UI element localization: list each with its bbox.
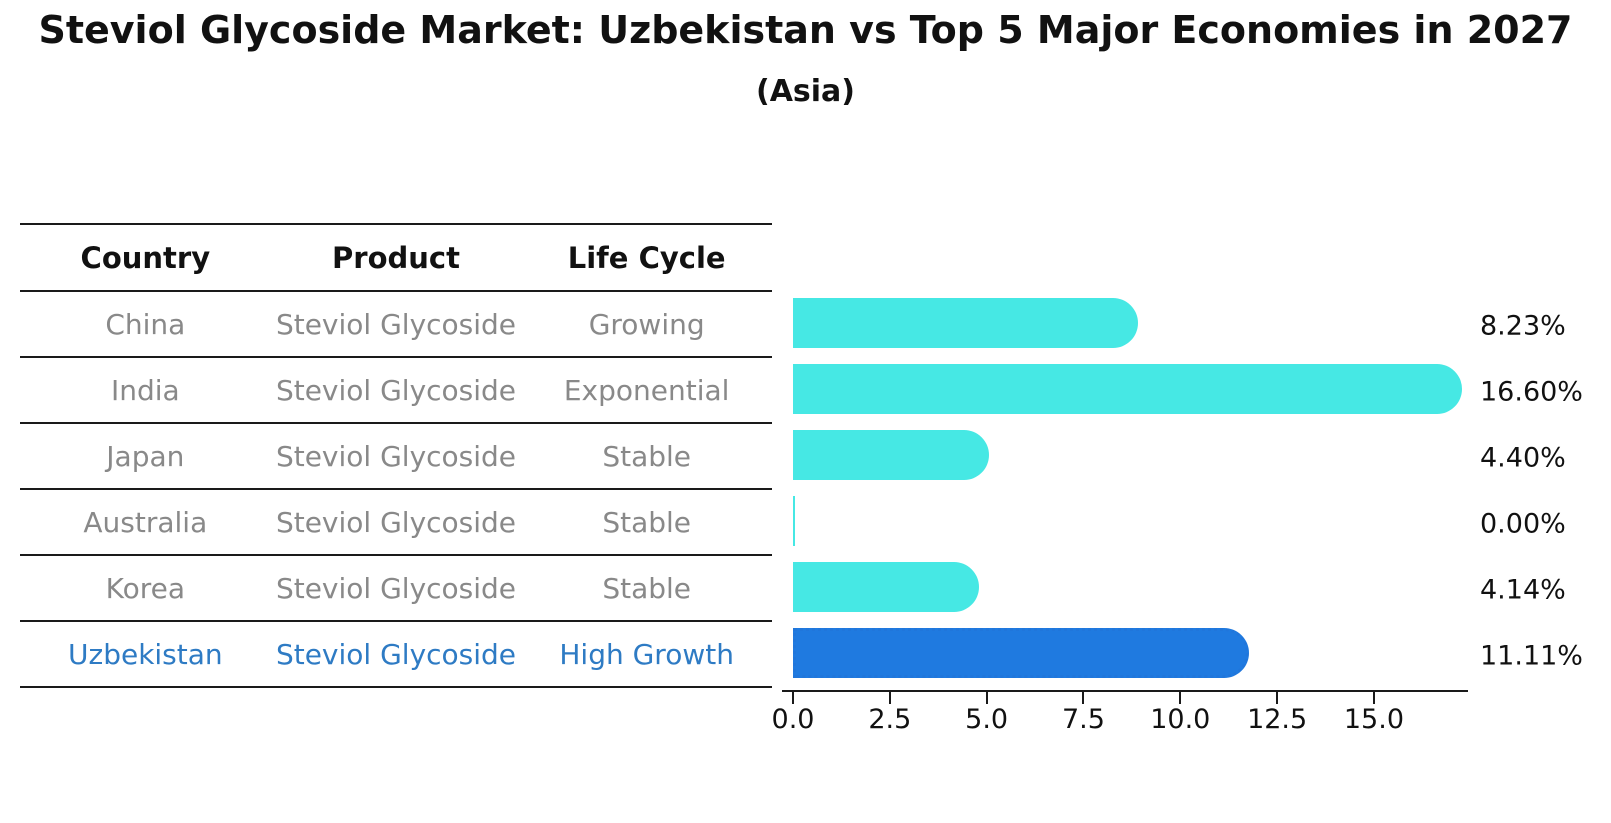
country-cell: Uzbekistan [68,637,223,671]
table-row: Uzbekistan Steviol Glycoside High Growth [20,622,772,688]
x-axis-tick-label: 5.0 [965,704,1009,735]
header-country: Country [80,240,211,275]
value-label-australia: 0.00% [1480,508,1566,540]
x-axis-tick [1276,692,1279,704]
country-table: Country Product Life Cycle China Steviol … [20,223,772,688]
x-axis-line [782,690,1468,692]
product-cell: Steviol Glycoside [275,571,517,605]
life-cycle-cell: Stable [602,439,692,473]
country-cell: Australia [83,505,208,539]
product-cell: Steviol Glycoside [275,307,517,341]
bar-japan [793,430,989,480]
x-axis-tick [1082,692,1085,704]
x-axis-tick-label: 0.0 [771,704,815,735]
table-header-row: Country Product Life Cycle [20,223,772,292]
bar-korea [793,562,979,612]
product-cell: Steviol Glycoside [275,373,517,407]
value-label-india: 16.60% [1480,376,1583,408]
bar-china [793,298,1138,348]
bar-india [793,364,1462,414]
life-cycle-cell: Exponential [563,373,730,407]
country-cell: China [105,307,186,341]
table-row: Japan Steviol Glycoside Stable [20,424,772,490]
x-axis-tick-label: 15.0 [1343,704,1404,735]
country-cell: Korea [105,571,186,605]
bar-australia [793,496,795,546]
life-cycle-cell: Growing [588,307,705,341]
country-cell: India [110,373,180,407]
x-axis-tick [1179,692,1182,704]
x-axis-tick [1372,692,1375,704]
header-product: Product [332,240,460,275]
x-axis-tick-label: 7.5 [1061,704,1105,735]
chart-subtitle: (Asia) [755,74,856,109]
product-cell: Steviol Glycoside [275,439,517,473]
bar-uzbekistan [793,628,1249,678]
table-row: Korea Steviol Glycoside Stable [20,556,772,622]
country-cell: Japan [106,439,185,473]
table-body: China Steviol Glycoside Growing India Stevio… [20,292,772,688]
x-axis-tick [985,692,988,704]
x-axis-tick [888,692,891,704]
life-cycle-cell: High Growth [559,637,734,671]
table-row: India Steviol Glycoside Exponential [20,358,772,424]
table-row: Australia Steviol Glycoside Stable [20,490,772,556]
value-label-uzbekistan: 11.11% [1480,640,1583,672]
life-cycle-cell: Stable [602,571,692,605]
product-cell: Steviol Glycoside [275,505,517,539]
table-row: China Steviol Glycoside Growing [20,292,772,358]
value-label-japan: 4.40% [1480,442,1566,474]
x-axis-tick [792,692,794,704]
x-axis-tick-label: 10.0 [1150,704,1211,735]
value-label-china: 8.23% [1480,310,1566,342]
value-label-korea: 4.14% [1480,574,1566,606]
x-axis-tick-label: 2.5 [868,704,912,735]
header-life-cycle: Life Cycle [567,240,726,275]
x-axis-tick-label: 12.5 [1247,704,1308,735]
chart-title: Steviol Glycoside Market: Uzbekistan vs … [38,8,1573,52]
life-cycle-cell: Stable [602,505,692,539]
product-cell: Steviol Glycoside [275,637,517,671]
